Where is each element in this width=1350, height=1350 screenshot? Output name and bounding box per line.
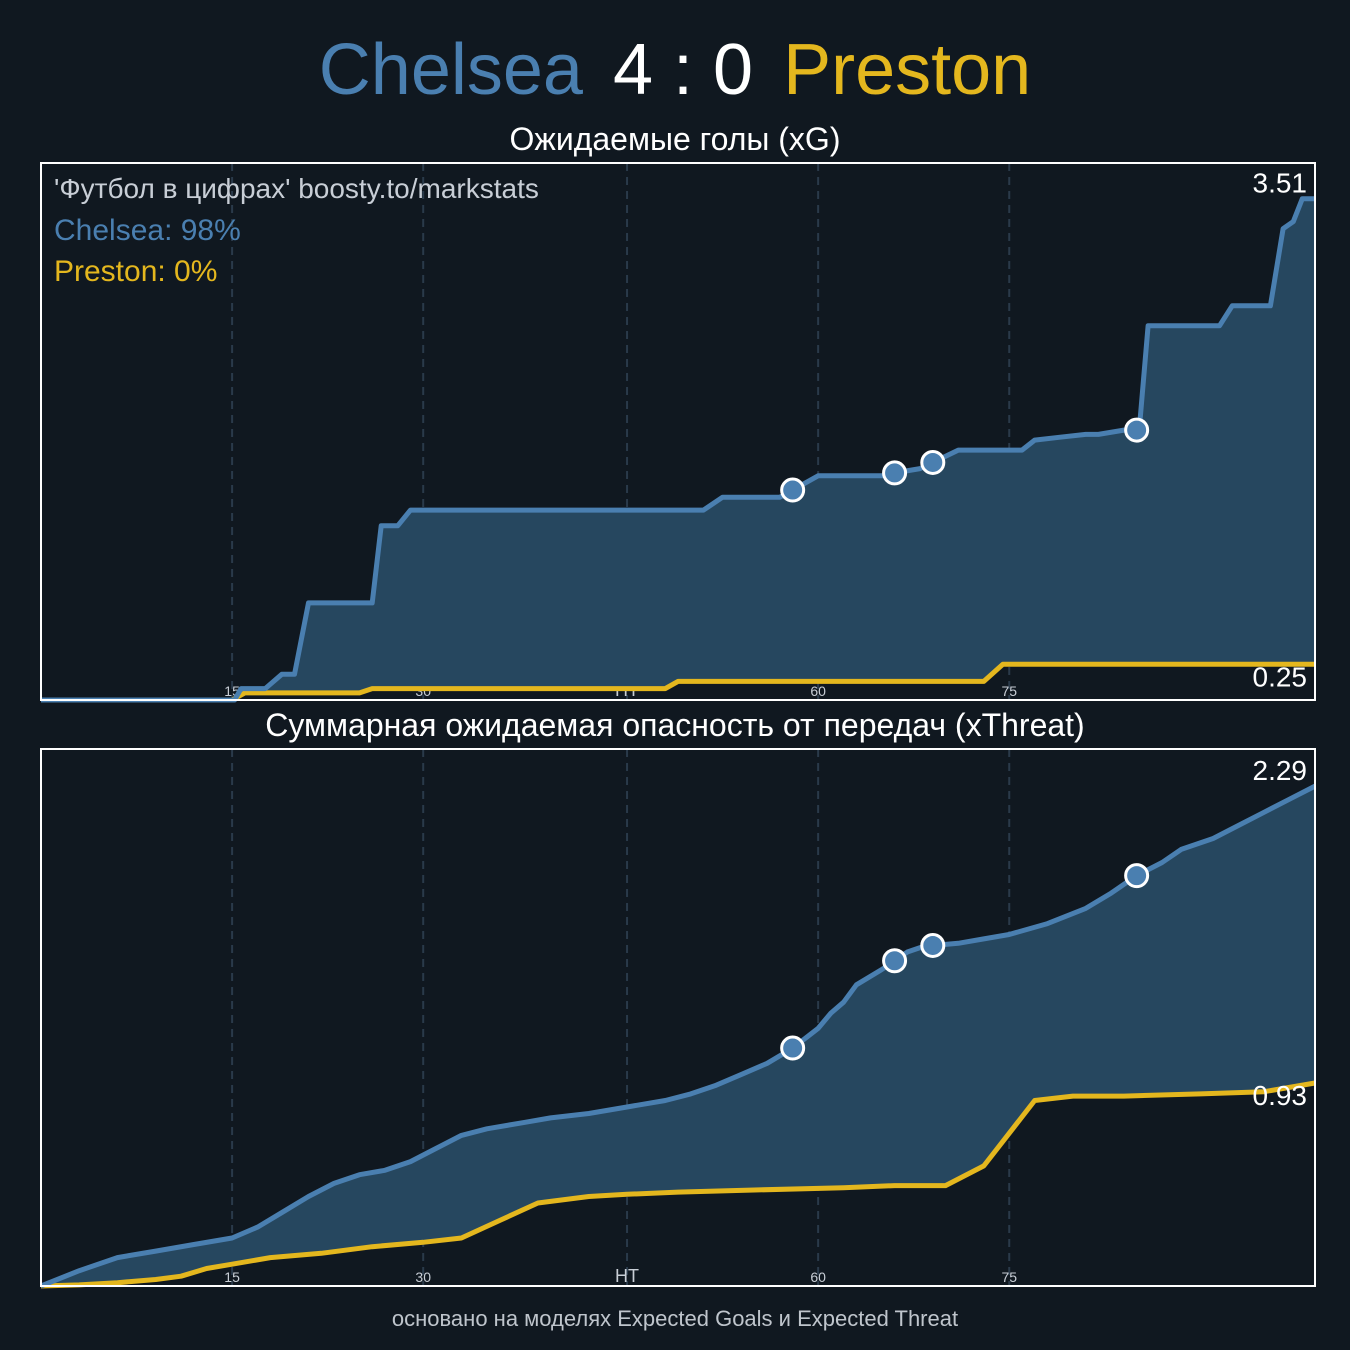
xt-goal-marker bbox=[920, 932, 946, 958]
xt-tick-label: 15 bbox=[224, 1269, 240, 1285]
xt-chart: 15 30 HT 60 75 2.29 0.93 bbox=[40, 748, 1317, 1289]
xt-goal-marker bbox=[1124, 863, 1150, 889]
xg-chart: 15 30 HT 60 753.510.25'Футбол в цифрах' boos… bbox=[40, 162, 1316, 703]
xt-away-line bbox=[40, 1080, 1316, 1289]
xt-away-final-label: 0.93 bbox=[1253, 1080, 1308, 1111]
xg-goal-marker bbox=[882, 460, 908, 486]
xt-chart-title: Суммарная ожидаемая опасность от передач… bbox=[265, 707, 1085, 743]
home-team-name: Chelsea bbox=[318, 30, 583, 110]
xg-home-final-label: 3.51 bbox=[1253, 168, 1308, 199]
match-score: 4 : 0 bbox=[612, 30, 754, 110]
away-win-probability: Preston: 0% bbox=[54, 255, 217, 288]
xt-goal-marker bbox=[780, 1035, 806, 1061]
xg-chart-title: Ожидаемые голы (xG) bbox=[509, 121, 841, 157]
xt-area-fill bbox=[41, 786, 1315, 1286]
xg-away-final-label: 0.25 bbox=[1253, 661, 1308, 692]
xg-goal-marker bbox=[1124, 417, 1150, 443]
source-annotation: 'Футбол в цифрах' boosty.to/markstats bbox=[54, 173, 539, 204]
xt-home-line bbox=[40, 783, 1317, 1289]
away-team-name: Preston bbox=[783, 30, 1032, 110]
xt-tick-label: 30 bbox=[415, 1269, 431, 1285]
xg-goal-marker bbox=[920, 449, 946, 475]
xg-goal-marker bbox=[780, 477, 806, 503]
xg-home-line bbox=[41, 196, 1315, 703]
xg-area-fill bbox=[41, 198, 1315, 700]
xt-tick-label: 75 bbox=[1001, 1269, 1017, 1285]
xg-tick-label: 60 bbox=[810, 683, 826, 699]
xt-home-final-label: 2.29 bbox=[1253, 755, 1308, 786]
xt-tick-label: HT bbox=[615, 1266, 639, 1286]
xt-tick-label: 60 bbox=[810, 1269, 826, 1285]
xg-frame bbox=[40, 162, 1316, 701]
xt-goal-marker bbox=[882, 948, 908, 974]
match-header: Chelsea 4 : 0 Preston bbox=[0, 28, 1350, 112]
home-win-probability: Chelsea: 98% bbox=[54, 214, 241, 247]
footer-note: основано на моделях Expected Goals и Exp… bbox=[391, 1306, 959, 1331]
xg-tick-label: 75 bbox=[1001, 683, 1017, 699]
xt-frame bbox=[40, 748, 1316, 1287]
